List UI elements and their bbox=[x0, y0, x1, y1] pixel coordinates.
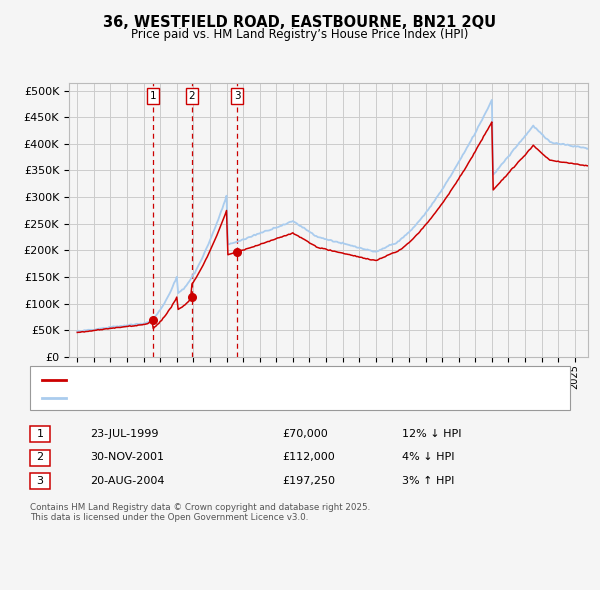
Text: Contains HM Land Registry data © Crown copyright and database right 2025.
This d: Contains HM Land Registry data © Crown c… bbox=[30, 503, 370, 522]
Text: Price paid vs. HM Land Registry’s House Price Index (HPI): Price paid vs. HM Land Registry’s House … bbox=[131, 28, 469, 41]
Text: £70,000: £70,000 bbox=[282, 429, 328, 438]
Text: £112,000: £112,000 bbox=[282, 453, 335, 462]
Text: 2: 2 bbox=[37, 453, 43, 462]
Text: 12% ↓ HPI: 12% ↓ HPI bbox=[402, 429, 461, 438]
Text: 36, WESTFIELD ROAD, EASTBOURNE, BN21 2QU: 36, WESTFIELD ROAD, EASTBOURNE, BN21 2QU bbox=[103, 15, 497, 30]
Text: 2: 2 bbox=[189, 91, 196, 101]
Text: 30-NOV-2001: 30-NOV-2001 bbox=[90, 453, 164, 462]
Text: 4% ↓ HPI: 4% ↓ HPI bbox=[402, 453, 455, 462]
Text: £197,250: £197,250 bbox=[282, 476, 335, 486]
Text: 1: 1 bbox=[149, 91, 156, 101]
Text: 20-AUG-2004: 20-AUG-2004 bbox=[90, 476, 164, 486]
Text: 3% ↑ HPI: 3% ↑ HPI bbox=[402, 476, 454, 486]
Text: 3: 3 bbox=[37, 476, 43, 486]
Text: 1: 1 bbox=[37, 429, 43, 438]
Text: HPI: Average price, semi-detached house, Eastbourne: HPI: Average price, semi-detached house,… bbox=[72, 393, 341, 402]
Text: 23-JUL-1999: 23-JUL-1999 bbox=[90, 429, 158, 438]
Text: 3: 3 bbox=[234, 91, 241, 101]
Text: 36, WESTFIELD ROAD, EASTBOURNE, BN21 2QU (semi-detached house): 36, WESTFIELD ROAD, EASTBOURNE, BN21 2QU… bbox=[72, 375, 430, 385]
